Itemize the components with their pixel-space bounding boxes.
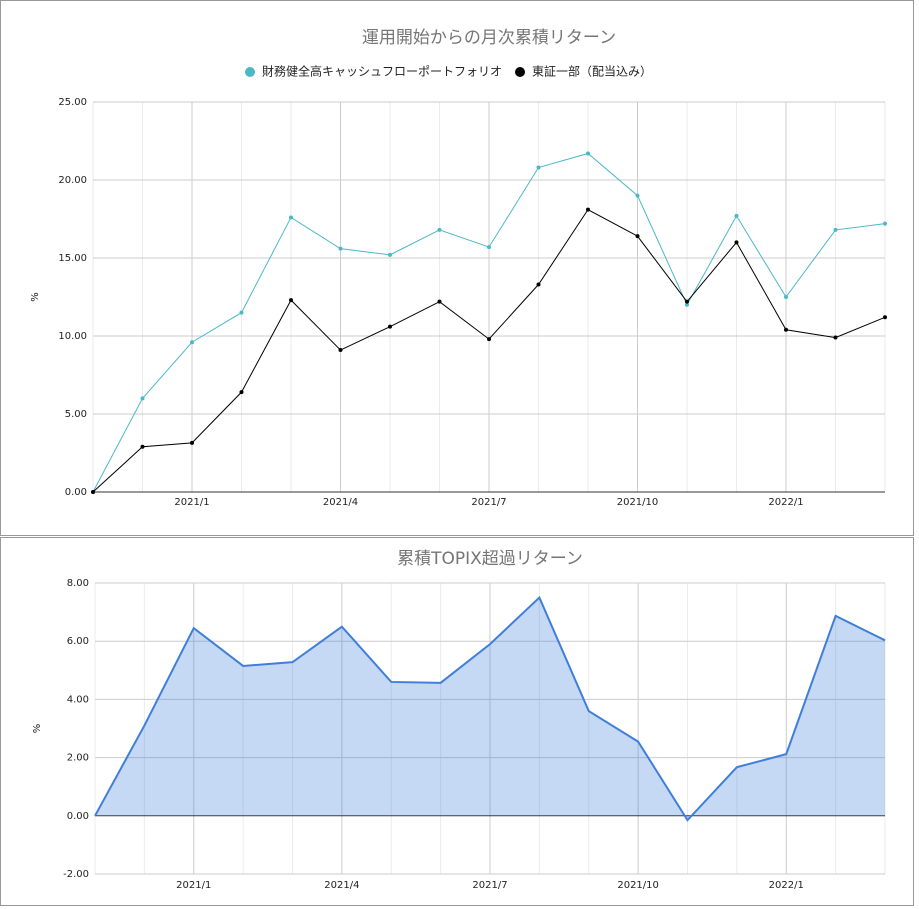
x-tick-label: 2021/4 (323, 497, 358, 508)
y-tick-label: 15.00 (58, 253, 87, 264)
data-point (289, 298, 293, 303)
data-point (734, 213, 739, 218)
y-tick-label: 0.00 (67, 811, 89, 822)
x-tick-label: 2021/1 (174, 497, 209, 508)
x-tick-label: 2022/1 (768, 497, 803, 508)
panel (0, 0, 914, 536)
data-point (487, 245, 491, 250)
data-point (586, 151, 590, 156)
y-tick-label: 2.00 (67, 753, 89, 764)
x-tick-label: 2022/1 (769, 880, 804, 891)
data-point (685, 302, 689, 307)
data-point (437, 299, 442, 304)
data-point (190, 440, 194, 445)
y-tick-label: 6.00 (67, 636, 89, 647)
data-point (338, 348, 343, 353)
data-point (190, 340, 194, 345)
panel (0, 537, 914, 906)
x-tick-label: 2021/10 (617, 880, 659, 891)
data-point (635, 193, 640, 198)
data-point (635, 234, 640, 239)
legend-marker (515, 67, 526, 77)
data-point (437, 227, 442, 232)
data-point (140, 396, 145, 401)
data-point (91, 490, 95, 494)
x-tick-label: 2021/4 (324, 880, 359, 891)
data-point (536, 282, 541, 287)
data-point (289, 215, 293, 220)
area-fill (95, 597, 885, 821)
y-tick-label: 5.00 (65, 409, 87, 420)
y-axis-label: % (30, 292, 41, 302)
data-point (833, 227, 838, 232)
data-point (536, 165, 541, 170)
chart-title: 累積TOPIX超過リターン (397, 549, 583, 569)
y-tick-label: 4.00 (67, 694, 89, 705)
x-tick-label: 2021/7 (472, 880, 507, 891)
data-point (388, 324, 392, 329)
data-point (338, 246, 343, 251)
data-point (734, 240, 739, 245)
y-tick-label: 25.00 (58, 97, 87, 108)
y-tick-label: 0.00 (65, 487, 87, 498)
x-tick-label: 2021/1 (176, 880, 211, 891)
y-axis-label: % (32, 724, 43, 734)
data-point (833, 335, 838, 340)
data-point (140, 444, 145, 449)
legend-label: 東証一部（配当込み） (532, 64, 652, 79)
data-point (239, 390, 244, 395)
legend-marker (245, 67, 255, 77)
y-tick-label: 8.00 (67, 578, 89, 589)
data-point (883, 315, 887, 320)
legend-label: 財務健全高キャッシュフローポートフォリオ (262, 64, 502, 79)
y-tick-label: 10.00 (58, 331, 87, 342)
data-point (239, 310, 244, 315)
y-tick-label: 20.00 (58, 175, 87, 186)
data-point (883, 221, 887, 226)
data-point (586, 207, 590, 212)
area-line (94, 595, 886, 822)
data-point (487, 337, 491, 342)
x-tick-label: 2021/7 (471, 497, 506, 508)
data-point (388, 252, 392, 257)
data-point (784, 327, 788, 332)
data-point (685, 299, 689, 304)
chart-title: 運用開始からの月次累積リターン (362, 28, 616, 48)
x-tick-label: 2021/10 (617, 497, 659, 508)
data-point (784, 295, 788, 299)
y-tick-label: -2.00 (63, 869, 89, 880)
